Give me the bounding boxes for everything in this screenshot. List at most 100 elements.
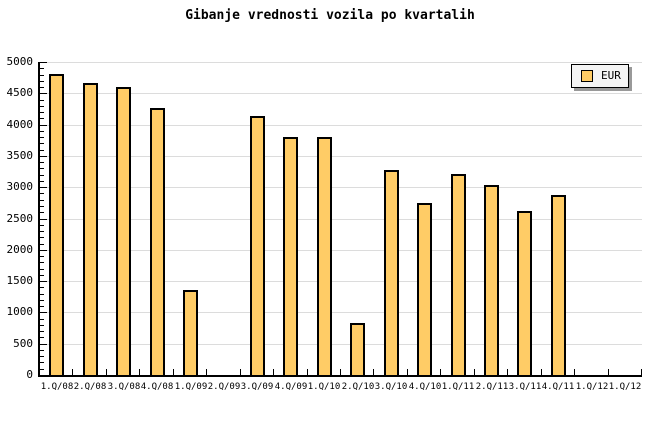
y-axis-line — [38, 62, 40, 377]
y-axis-label: 3500 — [6, 149, 34, 162]
y-axis-minor-tick — [40, 362, 44, 363]
x-axis-tick — [173, 369, 174, 375]
y-axis-major-tick — [40, 187, 47, 188]
chart-title: Gibanje vrednosti vozila po kvartalih — [185, 8, 475, 23]
bar-2.Q/08 — [83, 83, 98, 375]
x-axis-label: 3.Q/11 — [508, 382, 542, 392]
y-axis-major-tick — [40, 250, 47, 251]
y-axis-major-tick — [40, 344, 47, 345]
x-axis-label: 2.Q/11 — [475, 382, 509, 392]
y-axis-label: 2000 — [6, 243, 34, 256]
x-axis-tick — [507, 369, 508, 375]
y-axis-minor-tick — [40, 112, 44, 113]
y-axis-minor-tick — [40, 325, 44, 326]
y-axis-minor-tick — [40, 100, 44, 101]
legend-swatch-icon — [581, 70, 593, 82]
y-axis-minor-tick — [40, 331, 44, 332]
y-axis-minor-tick — [40, 231, 44, 232]
x-axis-tick — [440, 369, 441, 375]
gridline — [40, 93, 642, 94]
gridline — [40, 312, 642, 313]
y-axis-minor-tick — [40, 300, 44, 301]
y-axis-minor-tick — [40, 306, 44, 307]
y-axis-minor-tick — [40, 87, 44, 88]
legend: EUR — [571, 64, 629, 88]
x-axis-tick — [373, 369, 374, 375]
y-axis-minor-tick — [40, 81, 44, 82]
bar-1.Q/10 — [317, 137, 332, 375]
x-axis-label: 1.Q/09 — [174, 382, 208, 392]
gridline — [40, 62, 642, 63]
x-axis-label: 4.Q/10 — [408, 382, 442, 392]
y-axis-label: 1000 — [6, 305, 34, 318]
x-axis-label: 1.Q/12 — [608, 382, 642, 392]
y-axis-minor-tick — [40, 275, 44, 276]
gridline — [40, 156, 642, 157]
y-axis-major-tick — [40, 125, 47, 126]
bar-4.Q/09 — [283, 137, 298, 375]
bar-1.Q/11 — [451, 174, 466, 375]
y-axis-minor-tick — [40, 193, 44, 194]
x-axis-label: 3.Q/09 — [240, 382, 274, 392]
gridline — [40, 344, 642, 345]
y-axis-minor-tick — [40, 350, 44, 351]
y-axis-minor-tick — [40, 369, 44, 370]
x-axis-tick — [106, 369, 107, 375]
y-axis-minor-tick — [40, 131, 44, 132]
y-axis-label: 500 — [13, 337, 33, 350]
y-axis-label: 1500 — [6, 274, 34, 287]
y-axis-label: 4000 — [6, 118, 34, 131]
y-axis-minor-tick — [40, 237, 44, 238]
y-axis-label: 0 — [26, 368, 33, 381]
y-axis-minor-tick — [40, 244, 44, 245]
bar-2.Q/11 — [484, 185, 499, 375]
x-axis-label: 1.Q/11 — [441, 382, 475, 392]
x-axis-label: 4.Q/11 — [541, 382, 575, 392]
y-axis-major-tick — [40, 156, 47, 157]
x-axis-label: 3.Q/10 — [374, 382, 408, 392]
y-axis-minor-tick — [40, 75, 44, 76]
x-axis-tick — [139, 369, 140, 375]
x-axis-tick — [541, 369, 542, 375]
y-axis-minor-tick — [40, 137, 44, 138]
bar-3.Q/11 — [517, 211, 532, 375]
x-axis-label: 2.Q/09 — [207, 382, 241, 392]
bar-4.Q/10 — [417, 203, 432, 375]
y-axis-minor-tick — [40, 256, 44, 257]
x-axis-tick — [240, 369, 241, 375]
y-axis-label: 2500 — [6, 212, 34, 225]
x-axis-tick — [474, 369, 475, 375]
x-axis-tick — [206, 369, 207, 375]
x-axis-tick — [72, 369, 73, 375]
y-axis-minor-tick — [40, 168, 44, 169]
gridline — [40, 281, 642, 282]
x-axis-line — [38, 375, 642, 377]
gridline — [40, 187, 642, 188]
gridline — [40, 250, 642, 251]
y-axis-minor-tick — [40, 287, 44, 288]
bar-1.Q/09 — [183, 290, 198, 375]
y-axis-minor-tick — [40, 150, 44, 151]
legend-label: EUR — [601, 69, 621, 82]
x-axis-tick — [407, 369, 408, 375]
y-axis-minor-tick — [40, 143, 44, 144]
y-axis-minor-tick — [40, 225, 44, 226]
y-axis-minor-tick — [40, 356, 44, 357]
x-axis-label: 2.Q/08 — [73, 382, 107, 392]
bar-3.Q/09 — [250, 116, 265, 375]
gridline — [40, 219, 642, 220]
y-axis-label: 5000 — [6, 55, 34, 68]
x-axis-label: 3.Q/08 — [107, 382, 141, 392]
y-axis-major-tick — [40, 93, 47, 94]
bar-1.Q/08 — [49, 74, 64, 375]
y-axis-minor-tick — [40, 262, 44, 263]
x-axis-tick — [574, 369, 575, 375]
bar-3.Q/10 — [384, 170, 399, 375]
y-axis-minor-tick — [40, 206, 44, 207]
y-axis-major-tick — [40, 219, 47, 220]
y-axis-minor-tick — [40, 175, 44, 176]
y-axis-major-tick — [40, 281, 47, 282]
x-axis-tick — [641, 369, 642, 375]
bar-3.Q/08 — [116, 87, 131, 375]
